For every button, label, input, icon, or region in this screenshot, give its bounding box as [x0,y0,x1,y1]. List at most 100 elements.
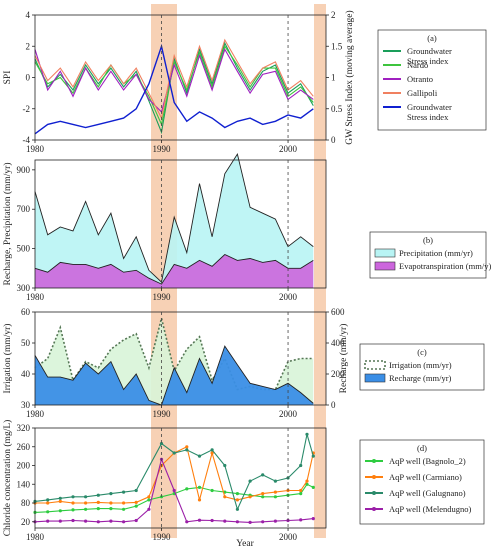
marker-d-s3-6 [109,519,113,523]
legend-d: (d) AqP well (Bagnolo_2) AqP well (Carmian… [359,439,485,525]
marker-d-s0-23 [311,485,315,489]
marker-d-s1-12 [185,445,189,449]
marker-d-s0-22 [305,482,309,486]
marker-d-s1-14 [210,451,214,455]
marker-d-s1-6 [109,501,113,505]
marker-d-s0-19 [273,495,277,499]
marker-d-s3-21 [299,518,303,522]
ytick-label-b: 500 [17,244,31,254]
marker-d-s2-10 [172,451,176,455]
panel-label-d: (d) [417,443,427,453]
legend-swatch-c-1 [364,373,386,383]
xtick-label-d: 2000 [279,532,298,542]
line-a-series-0 [34,41,314,135]
marker-d-s3-22 [311,517,315,521]
xtick-label-a: 2000 [279,144,298,154]
marker-d-s2-20 [299,463,303,468]
marker-d-s2-4 [84,495,88,499]
legend-marker-d-3 [372,507,376,511]
y2tick-label-a: 1.5 [331,41,343,51]
marker-d-s1-18 [261,492,265,496]
marker-d-s2-2 [58,496,62,500]
marker-d-s2-5 [96,493,100,497]
marker-d-s1-19 [273,490,277,494]
y2label-c: Recharge (mm/yr) [338,324,349,394]
xtick-label-b: 2000 [279,292,298,302]
ytick-label-d: 20 [21,517,31,527]
ytick-label-a: 0 [26,73,31,83]
ytick-label-c: 40 [21,369,31,379]
marker-d-s1-1 [46,501,50,505]
y2tick-label-c: 200 [331,369,345,379]
marker-d-s0-3 [71,508,75,512]
marker-d-s3-4 [84,519,88,523]
panel-label-a: (a) [427,33,437,43]
marker-d-s2-8 [134,488,138,493]
marker-d-s3-18 [261,520,265,524]
marker-d-s3-14 [210,518,214,523]
area-b-series-0 [35,154,314,288]
marker-d-s0-13 [197,485,202,489]
marker-d-s2-17 [261,473,265,477]
marker-d-s1-16 [235,498,239,502]
marker-d-s2-22 [311,454,315,458]
ytick-label-d: 260 [17,442,31,452]
panel-d: 320 260 200 140 80 20 1980 1990 2000 Chloride con… [2,420,485,542]
marker-d-s3-9 [147,507,151,511]
marker-d-s3-16 [235,520,239,524]
marker-d-s0-5 [96,507,100,511]
legend-box-c [359,343,485,391]
legend-marker-d-1 [372,475,376,479]
marker-d-s0-21 [299,492,303,496]
area-c-series-1 [35,346,314,405]
ytick-label-c: 30 [21,400,31,410]
xtick-label-b: 1980 [26,292,45,302]
marker-d-s1-17 [248,495,252,499]
ytick-label-d: 140 [17,479,31,489]
marker-d-s0-16 [235,492,239,496]
marker-d-s3-15 [223,519,227,523]
legend-label-a-1: Nardò [407,60,428,70]
marker-d-s1-7 [122,501,126,505]
ytick-label-d: 80 [21,498,31,508]
marker-d-s2-7 [122,490,126,494]
legend-label-b-1: Evapotranspiration (mm/y) [399,261,491,271]
legend-label-c-0: Irrigation (mm/yr) [389,360,452,370]
ytick-label-a: 2 [26,41,31,51]
legend-swatch-c-0 [364,360,386,370]
marker-d-s2-3 [71,495,75,499]
marker-d-s2-13 [210,448,214,452]
xtick-label-a: 1990 [153,144,172,154]
marker-d-s1-21 [299,488,303,493]
line-a-series-4 [34,43,314,135]
xtick-label-b: 1990 [153,292,172,302]
line-a-series-3 [34,38,314,120]
y2tick-label-a: 1 [331,73,336,83]
plot-frame-b [34,159,327,289]
marker-d-s1-3 [71,501,75,505]
marker-d-s3-8 [134,518,138,523]
line-a-series-2 [34,48,314,113]
ylabel-a: SPI [3,71,13,85]
marker-d-s1-4 [84,501,88,505]
marker-d-s0-1 [46,510,50,514]
panel-a: 4 2 0 -2 -4 2 1.5 1 0.5 0 1980 1990 2000 SPI GW Stress… [3,10,487,154]
legend-label-d-3: AqP well (Melendugno) [389,504,471,514]
y2tick-label-c: 400 [331,338,345,348]
line-d-series-0 [34,483,314,513]
legend-label-a-3: Gallipoli [407,88,438,98]
marker-d-s0-7 [122,507,126,511]
legend-marker-d-0 [372,459,376,463]
legend-label-d-0: AqP well (Bagnolo_2) [389,456,466,466]
marker-d-s1-5 [96,500,100,504]
plot-frame-c [34,311,327,406]
marker-d-s0-18 [261,495,265,499]
ytick-label-b: 300 [17,283,31,293]
marker-d-s3-3 [71,518,75,523]
ytick-label-a: 4 [26,10,31,20]
legend-b: (b) Precipitation (mm/yr) Evapotranspirati… [369,231,491,279]
y2tick-label-c: 600 [331,307,345,317]
legend-label-b-0: Precipitation (mm/yr) [399,248,473,258]
marker-d-s0-6 [109,507,113,511]
